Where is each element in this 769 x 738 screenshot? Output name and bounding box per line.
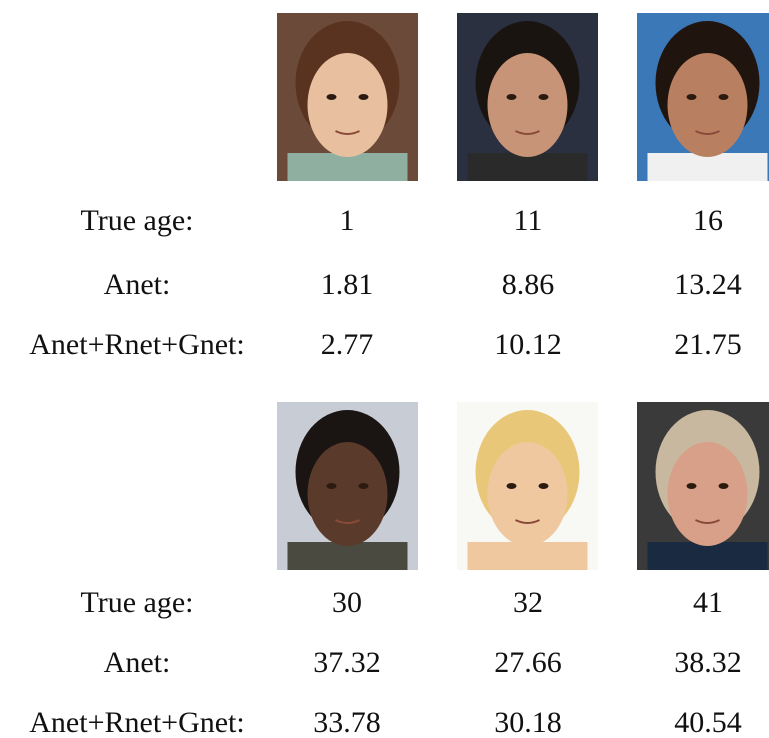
age-value: 13.24 (674, 268, 742, 301)
age-value: 38.32 (674, 646, 742, 679)
face-photo (637, 402, 769, 570)
photo-clothing (468, 153, 588, 181)
age-value: 27.66 (494, 646, 562, 679)
age-value: 1.81 (321, 268, 374, 301)
photo-eye (507, 94, 517, 100)
face-photo (457, 13, 598, 181)
row-label: Anet: (104, 268, 171, 301)
photo-eye (539, 483, 549, 489)
age-value: 32 (513, 586, 543, 619)
age-value: 37.32 (313, 646, 381, 679)
age-value: 16 (693, 204, 723, 237)
photo-face (668, 442, 748, 546)
photo-clothing (648, 542, 768, 570)
age-value: 30.18 (494, 706, 562, 738)
photo-face (668, 53, 748, 157)
photo-eye (359, 483, 369, 489)
face-photo (637, 13, 769, 181)
age-value: 40.54 (674, 706, 742, 738)
photo-eye (539, 94, 549, 100)
photo-clothing (288, 153, 408, 181)
age-value: 8.86 (502, 268, 555, 301)
row-label: True age: (80, 586, 193, 619)
figure: True age:11116Anet:1.818.8613.24Anet+Rne… (0, 0, 769, 738)
row-label: Anet+Rnet+Gnet: (29, 328, 244, 361)
photo-eye (359, 94, 369, 100)
age-value: 21.75 (674, 328, 742, 361)
row-label: True age: (80, 204, 193, 237)
photo-face (488, 53, 568, 157)
photo-eye (687, 94, 697, 100)
photo-eye (719, 483, 729, 489)
age-value: 11 (514, 204, 543, 237)
face-photo (277, 13, 418, 181)
age-value: 30 (332, 586, 362, 619)
age-value: 10.12 (494, 328, 562, 361)
photo-face (488, 442, 568, 546)
age-value: 41 (693, 586, 723, 619)
photo-eye (327, 94, 337, 100)
age-value: 1 (340, 204, 355, 237)
photo-face (308, 53, 388, 157)
face-photo (457, 402, 598, 570)
photo-clothing (288, 542, 408, 570)
photo-clothing (468, 542, 588, 570)
photo-face (308, 442, 388, 546)
photo-eye (687, 483, 697, 489)
photo-eye (327, 483, 337, 489)
age-value: 33.78 (313, 706, 381, 738)
row-label: Anet+Rnet+Gnet: (29, 706, 244, 738)
row-label: Anet: (104, 646, 171, 679)
page: True age:11116Anet:1.818.8613.24Anet+Rne… (0, 0, 769, 738)
photo-eye (507, 483, 517, 489)
face-photo (277, 402, 418, 570)
age-value: 2.77 (321, 328, 374, 361)
photo-clothing (648, 153, 768, 181)
photo-eye (719, 94, 729, 100)
